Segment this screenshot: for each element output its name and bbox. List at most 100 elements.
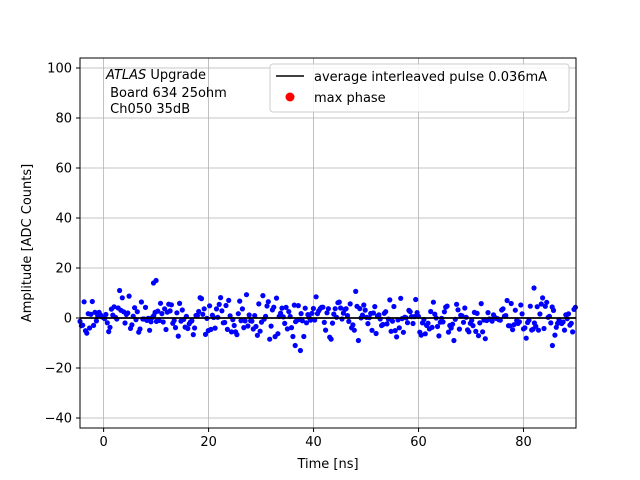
data-point <box>542 303 548 309</box>
annotation: ATLAS Upgrade Board 634 25ohm Ch050 35dB <box>105 68 227 117</box>
data-point <box>132 305 138 311</box>
data-point <box>509 327 516 333</box>
data-point <box>338 305 344 311</box>
data-point <box>561 327 568 333</box>
data-point <box>475 333 482 339</box>
data-point <box>489 318 495 324</box>
data-point <box>504 297 510 304</box>
data-point <box>347 301 353 307</box>
data-point <box>104 320 110 326</box>
data-point <box>202 331 209 337</box>
data-point <box>462 305 468 311</box>
data-point <box>137 326 143 332</box>
data-point <box>89 298 95 305</box>
data-point <box>125 310 131 316</box>
data-point <box>117 287 123 294</box>
data-point <box>238 318 244 324</box>
x-tick-label: 0 <box>99 435 107 450</box>
data-point <box>194 312 200 319</box>
data-point <box>355 337 361 344</box>
data-point <box>196 308 202 315</box>
data-point <box>407 309 413 315</box>
data-point <box>454 301 460 307</box>
data-point <box>522 325 528 331</box>
data-point <box>410 320 416 327</box>
data-point <box>343 306 349 312</box>
data-point <box>351 327 357 333</box>
data-point <box>253 323 259 330</box>
data-point <box>153 277 159 284</box>
data-point <box>163 326 169 333</box>
data-point <box>413 296 419 303</box>
data-point <box>156 317 162 324</box>
data-point <box>302 305 308 311</box>
y-tick-label: −20 <box>45 362 72 377</box>
data-point <box>245 323 251 329</box>
data-point <box>503 313 509 319</box>
data-point <box>508 300 514 307</box>
legend: average interleaved pulse 0.036mA max ph… <box>269 63 570 113</box>
annotation-upgrade: Upgrade <box>146 68 206 83</box>
data-point <box>243 292 250 298</box>
data-point <box>142 304 149 310</box>
data-point <box>383 309 389 315</box>
data-point <box>485 310 491 316</box>
data-point <box>361 302 367 308</box>
data-point <box>441 309 447 315</box>
data-point <box>429 324 435 330</box>
data-point <box>219 308 225 314</box>
data-point <box>512 307 518 313</box>
data-point <box>298 311 304 317</box>
data-point <box>320 304 326 310</box>
data-point <box>103 311 109 318</box>
data-point <box>400 329 406 335</box>
data-point <box>313 294 319 300</box>
data-point <box>353 288 359 294</box>
annotation-atlas: ATLAS <box>105 68 146 83</box>
data-point <box>389 318 396 324</box>
data-point <box>324 310 330 316</box>
data-point <box>444 303 450 309</box>
data-point <box>380 321 386 328</box>
data-point <box>310 305 316 312</box>
data-point <box>213 306 220 312</box>
data-point <box>81 299 87 305</box>
data-point <box>428 308 434 315</box>
data-point <box>198 296 205 302</box>
data-point <box>369 327 375 333</box>
data-point <box>264 303 270 309</box>
data-point <box>212 325 218 331</box>
data-point <box>560 319 566 325</box>
data-point <box>126 293 132 299</box>
annotation-board: Board 634 25ohm <box>106 86 227 101</box>
data-point <box>518 302 524 308</box>
data-point <box>290 333 296 340</box>
data-point <box>252 313 258 319</box>
x-tick-label: 60 <box>410 435 427 450</box>
data-point <box>92 309 98 315</box>
data-point <box>357 306 363 312</box>
x-tick-label: 80 <box>515 435 532 450</box>
data-point <box>297 347 303 354</box>
data-point <box>332 306 338 312</box>
x-axis-label: Time [ns] <box>296 457 358 472</box>
data-point <box>538 301 544 307</box>
data-point <box>523 335 529 341</box>
data-point <box>534 304 540 310</box>
data-point <box>323 327 329 333</box>
data-point <box>200 311 206 317</box>
data-point <box>309 310 315 316</box>
data-point <box>533 323 539 329</box>
data-point <box>325 306 331 312</box>
data-point <box>544 299 550 305</box>
data-point <box>422 331 428 337</box>
data-point <box>192 325 198 331</box>
data-point <box>88 311 94 317</box>
data-point <box>148 319 154 325</box>
data-point <box>372 304 378 310</box>
data-point <box>548 320 554 326</box>
data-point <box>189 318 195 324</box>
y-tick-label: 20 <box>55 262 72 277</box>
svg-text:ATLAS Upgrade: ATLAS Upgrade <box>105 68 206 83</box>
